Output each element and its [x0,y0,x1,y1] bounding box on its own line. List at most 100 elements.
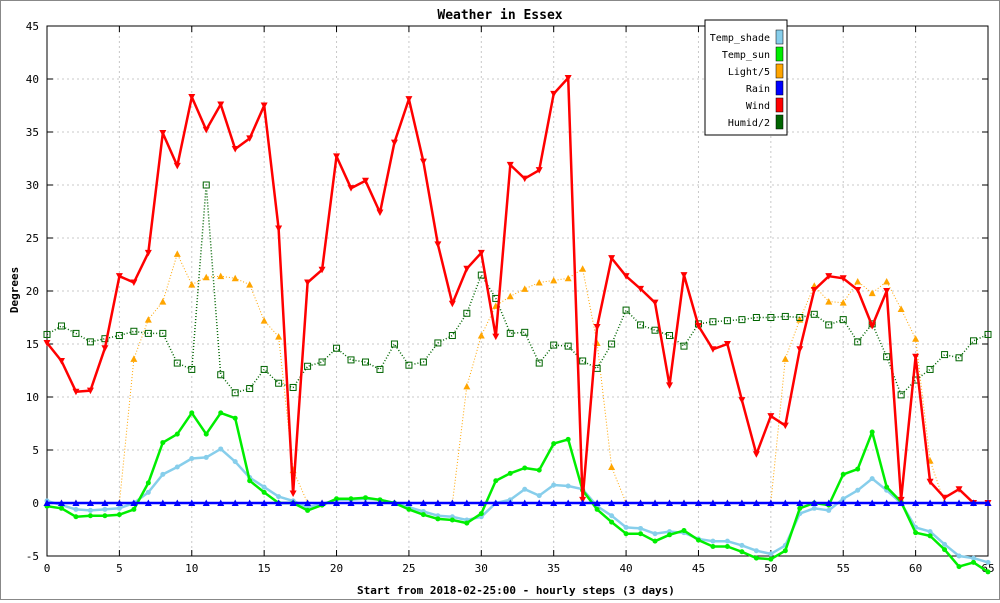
wind-point [333,153,341,160]
legend-label-light-5: Light/5 [728,67,770,78]
temp-sun-point [956,564,962,570]
humid-2-point [854,338,862,346]
light-5-point [477,332,485,339]
humid-2-line [46,184,989,396]
humid-2-point [897,391,905,399]
wind-point [651,299,659,307]
y-tick-label: 30 [26,179,39,192]
wind-point [868,322,876,330]
wind-point [752,451,760,458]
legend-label-rain: Rain [746,84,770,95]
light-5-point [579,265,587,272]
temp-sun-point [522,465,528,471]
temp-sun-point [913,530,919,536]
humid-2-point [506,329,514,337]
rain-point [941,499,949,506]
wind-point [564,74,572,82]
temp-shade-point [855,487,861,493]
wind-point [709,346,717,353]
wind-point [434,241,442,248]
wind-point [608,255,616,262]
temp-sun-point [73,514,79,520]
rain-point [825,499,833,506]
temp-sun-point [102,513,108,519]
humid-2-point [781,312,789,320]
light-5-point [188,281,196,288]
rain-point [333,499,341,506]
light-5-point [202,273,210,281]
x-tick-label: 50 [764,562,777,575]
wind-point [839,275,847,282]
series-lines [43,74,992,575]
legend-label-temp-shade: Temp_shade [710,33,770,44]
humid-2-point [810,310,818,318]
temp-shade-point [551,482,557,488]
humid-2-point [839,316,847,324]
light-5-point [825,298,833,305]
x-tick-label: 25 [402,562,415,575]
humid-2-point [217,371,225,379]
rain-point [839,499,847,506]
temp-sun-point [710,543,716,549]
x-tick-label: 55 [837,562,850,575]
rain-point [390,499,398,506]
x-tick-label: 45 [692,562,705,575]
temp-sun-point [218,410,224,416]
temp-sun-point [652,538,658,544]
rain-point [347,499,355,506]
wind-point [246,135,254,142]
wind-point [521,175,529,183]
humid-2-point [622,306,630,314]
rain-point [173,499,181,506]
rain-point [304,499,312,506]
series-wind [43,74,992,507]
temp-sun-point [362,495,368,501]
light-5-point [912,335,920,342]
wind-point [477,249,485,257]
y-tick-label: 10 [26,391,39,404]
temp-sun-point [565,436,571,442]
series-temp-sun [44,410,991,575]
rain-point [767,499,775,506]
humid-2-point [246,385,254,393]
wind-point [492,333,500,341]
temp-shade-point [565,483,571,489]
temp-sun-point [420,512,426,518]
temp-shade-point [218,446,224,452]
temp-sun-point [942,547,948,553]
legend-swatch-light-5 [775,63,784,79]
legend-swatch-temp-shade [775,29,784,45]
temp-shade-point [971,555,977,561]
temp-shade-point [73,506,79,512]
rain-point [115,499,123,506]
rain-point [202,499,210,506]
light-5-point [521,285,529,292]
rain-point [361,499,369,506]
rain-point [159,499,167,506]
rain-point [506,499,514,506]
humid-2-point [361,358,369,366]
wind-point [810,286,818,294]
rain-point [868,499,876,506]
humid-2-point [130,327,138,335]
temp-shade-point [623,524,629,530]
temp-sun-point [334,496,340,502]
wind-point [955,486,963,493]
wind-point [144,249,152,257]
humid-2-point [752,314,760,321]
rain-point [593,499,601,506]
humid-2-point [405,361,413,369]
legend-swatch-rain [775,80,784,96]
wind-point [738,397,746,404]
wind-point [825,273,833,280]
humid-2-point [86,338,94,346]
humid-2-point [202,181,210,189]
temp-sun-point [145,480,151,486]
legend-swatch-wind [775,97,784,113]
wind-point [188,94,196,101]
humid-2-point [984,330,992,338]
light-5-point [246,281,254,288]
temp-shade-point [869,476,875,482]
light-5-point [897,305,905,313]
humid-2-point [637,321,645,329]
